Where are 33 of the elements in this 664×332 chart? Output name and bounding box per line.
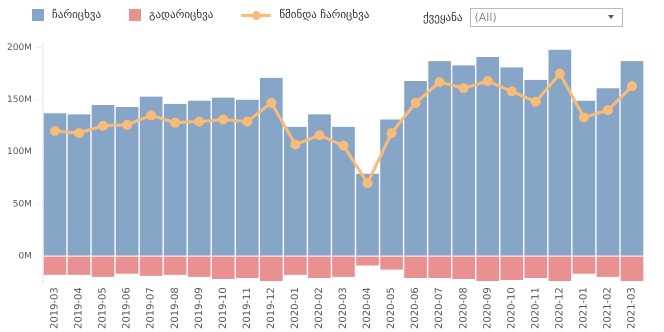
legend-label: წმინდა ჩარიცხვა (279, 8, 370, 21)
legend-label: გადარიცხვა (149, 8, 214, 21)
x-tick-label: 2019-12 (266, 287, 277, 330)
x-tick-label: 2019-03 (50, 287, 61, 330)
y-tick-label: 200M (6, 42, 32, 53)
x-tick-label: 2019-06 (122, 287, 133, 330)
x-tick-label: 2019-07 (146, 287, 157, 330)
x-tick-label: 2020-04 (362, 287, 374, 330)
x-tick-label: 2020-03 (338, 287, 350, 330)
x-tick-label: 2019-11 (242, 287, 253, 330)
x-tick-label: 2019-08 (170, 287, 181, 330)
x-tick-label: 2020-02 (314, 287, 326, 330)
x-tick-label: 2020-10 (506, 287, 518, 330)
x-tick-label: 2021-03 (626, 287, 638, 330)
x-tick-label: 2019-04 (74, 287, 85, 330)
x-tick-label: 2020-06 (410, 287, 422, 330)
x-tick-label: 2020-07 (434, 287, 446, 330)
x-tick-label: 2020-05 (386, 287, 398, 330)
x-tick-label: 2020-01 (290, 287, 301, 330)
legend-label: ჩარიცხვა (52, 8, 102, 21)
x-tick-label: 2020-12 (554, 287, 566, 330)
x-tick-label: 2020-09 (482, 287, 494, 330)
x-tick-label: 2020-11 (530, 287, 542, 330)
y-tick-label: 100M (6, 147, 32, 158)
x-tick-label: 2019-05 (98, 287, 109, 330)
y-tick-label: 50M (12, 199, 32, 210)
x-tick-label: 2021-01 (578, 287, 590, 330)
x-tick-label: 2020-08 (458, 287, 470, 330)
x-tick-label: 2021-02 (602, 287, 614, 330)
x-tick-label: 2019-09 (194, 287, 205, 330)
y-tick-label: 0M (18, 251, 32, 262)
y-tick-label: 150M (6, 95, 32, 106)
x-tick-label: 2019-10 (218, 287, 229, 330)
